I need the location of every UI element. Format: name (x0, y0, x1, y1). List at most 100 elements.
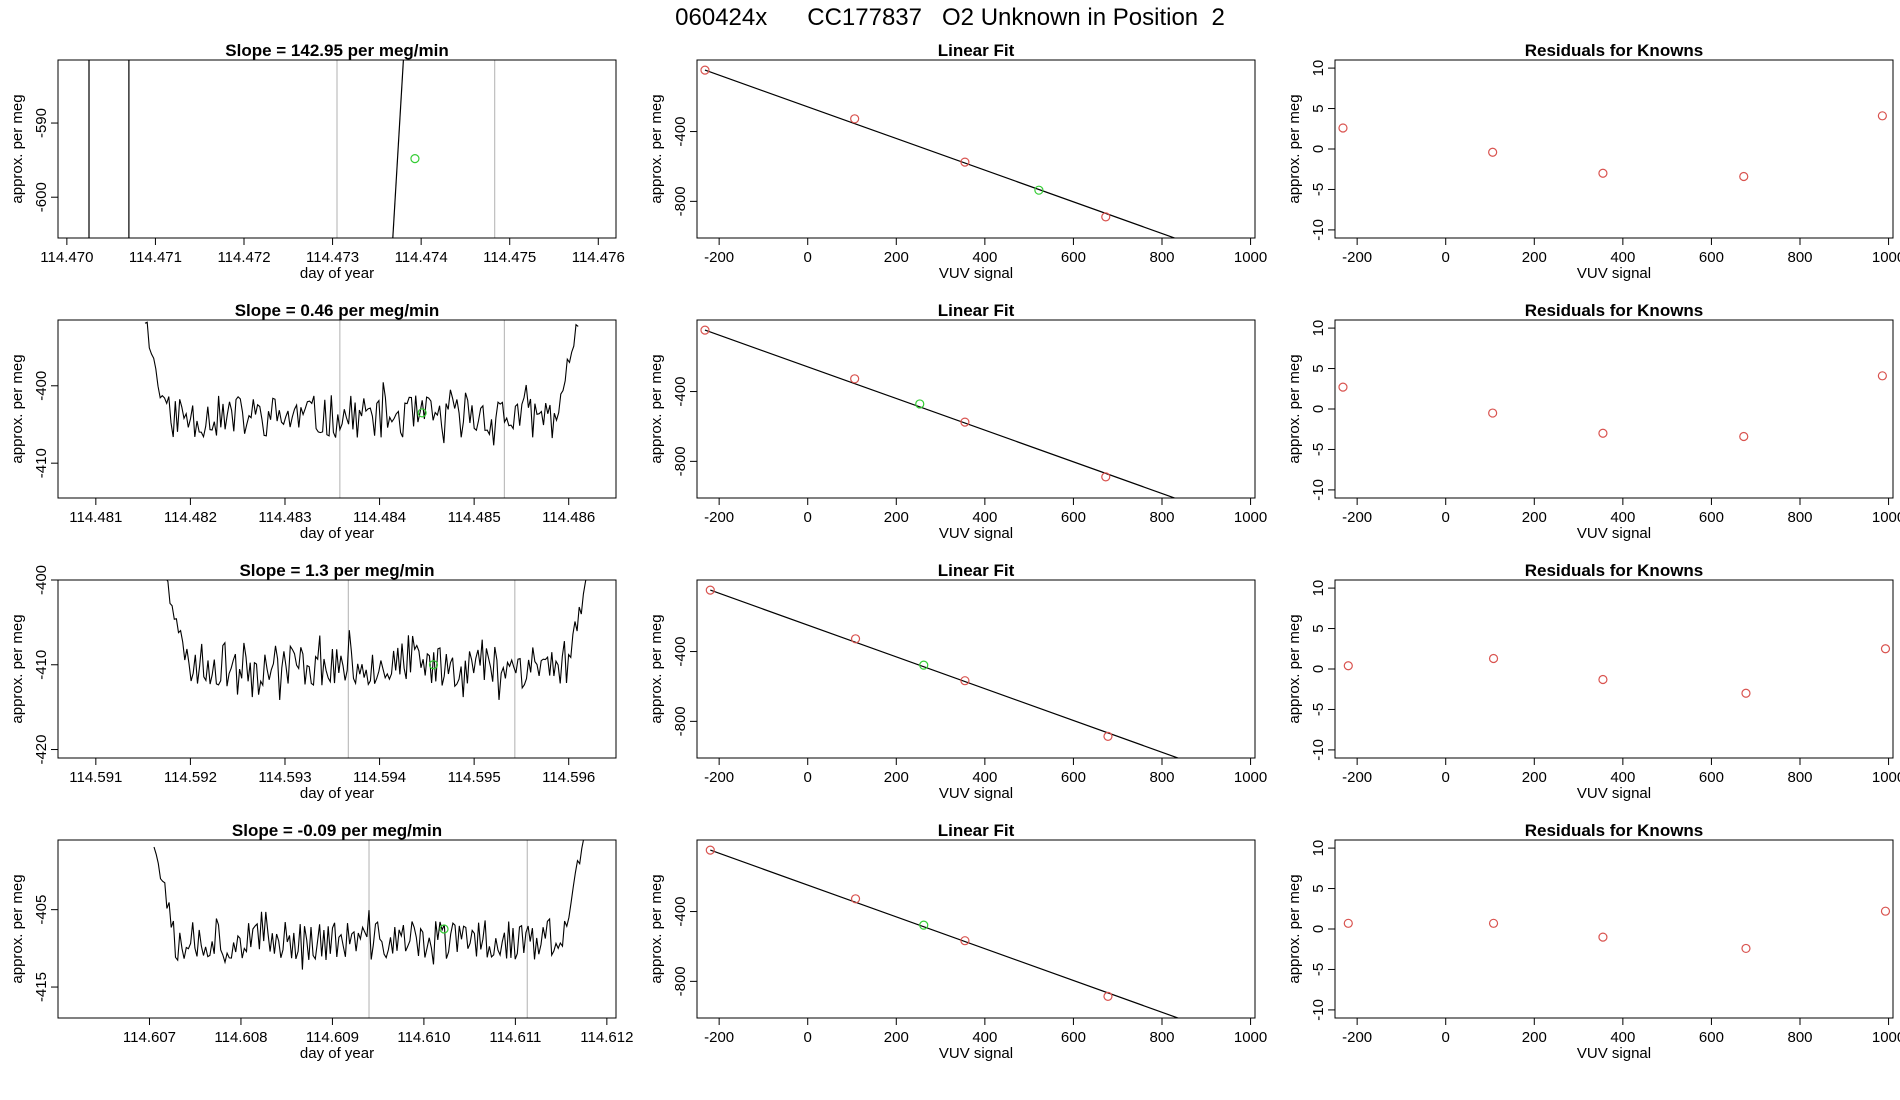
plot-area (1343, 906, 1891, 954)
x-tick-label: 1000 (1234, 509, 1267, 526)
plot-frame (57, 59, 617, 239)
plot-frame (57, 319, 617, 499)
residual-point (1598, 674, 1608, 685)
y-axis-label: approx. per meg (648, 614, 665, 723)
x-axis-label: day of year (300, 265, 374, 282)
residual-point (1741, 688, 1751, 698)
x-tick-label: 114.608 (214, 1029, 267, 1046)
x-tick-label: 200 (1522, 249, 1547, 266)
x-tick-label: 800 (1149, 509, 1174, 526)
y-tick-label: 0 (1310, 145, 1327, 153)
plot-frame (1334, 59, 1894, 239)
panel-4-3: Residuals for Knowns-200 0 200 400 600 800 100… (1286, 821, 1900, 1062)
known-point (960, 157, 970, 167)
panel-3-1: Slope = 1.3 per meg/min 114.591 114.592 114… (9, 561, 617, 802)
x-axis-label: VUV signal (1577, 785, 1651, 802)
y-tick-label: -410 (33, 448, 50, 478)
x-tick-label: 400 (972, 249, 997, 266)
x-tick-label: -200 (704, 1029, 734, 1046)
x-tick-label: 114.591 (69, 769, 122, 786)
x-axis-label: VUV signal (1577, 265, 1651, 282)
residual-point (1741, 943, 1751, 954)
residual-point (1488, 653, 1499, 664)
y-tick-label: -5 (1310, 963, 1327, 976)
y-tick-label: -800 (672, 706, 689, 736)
panel-title: Slope = 0.46 per meg/min (235, 301, 440, 320)
x-tick-label: 0 (1442, 249, 1450, 266)
x-axis-label: VUV signal (1577, 525, 1651, 542)
plot-frame (696, 319, 1256, 499)
x-tick-label: 114.483 (258, 509, 311, 526)
y-axis-label: approx. per meg (9, 874, 26, 983)
y-tick-label: -800 (672, 186, 689, 216)
y-tick-label: -400 (33, 371, 50, 401)
panel-title: Slope = 1.3 per meg/min (239, 561, 434, 580)
plot-area (153, 840, 585, 1018)
panel-2-3: Residuals for Knowns-200 0 200 400 600 800 100… (1286, 301, 1900, 542)
x-tick-label: 800 (1787, 1029, 1812, 1046)
y-tick-label: -800 (672, 966, 689, 996)
x-tick-label: 800 (1149, 1029, 1174, 1046)
x-tick-label: 0 (804, 509, 812, 526)
y-axis-label: approx. per meg (9, 614, 26, 723)
x-tick-label: 800 (1787, 509, 1812, 526)
y-tick-label: 0 (1310, 405, 1327, 413)
x-tick-label: 400 (972, 509, 997, 526)
x-tick-label: 200 (884, 769, 909, 786)
panel-title: Linear Fit (938, 41, 1015, 60)
panel-4-1: Slope = -0.09 per meg/min 114.607 114.608 1… (9, 821, 633, 1062)
y-axis-label: approx. per meg (1286, 614, 1303, 723)
unknown-point (439, 924, 449, 934)
x-tick-label: 114.482 (164, 509, 217, 526)
residual-point (1488, 147, 1498, 157)
y-axis-label: approx. per meg (1286, 354, 1303, 463)
y-tick-label: -5 (1310, 443, 1327, 456)
y-tick-label: -10 (1310, 479, 1327, 501)
y-tick-label: 0 (1310, 925, 1327, 933)
x-tick-label: 114.485 (448, 509, 501, 526)
x-tick-label: 200 (884, 509, 909, 526)
residual-point (1488, 918, 1499, 928)
residual-point (1343, 661, 1353, 671)
x-tick-label: 114.610 (397, 1029, 450, 1046)
y-tick-label: 5 (1310, 624, 1327, 632)
y-axis-label: approx. per meg (648, 354, 665, 463)
plot-area (1338, 111, 1887, 182)
x-tick-label: -200 (704, 769, 734, 786)
plot-frame (57, 839, 617, 1019)
y-tick-label: -400 (672, 897, 689, 927)
x-tick-label: 114.481 (69, 509, 122, 526)
x-tick-label: 200 (1522, 1029, 1547, 1046)
x-tick-label: 600 (1061, 1029, 1086, 1046)
x-tick-label: 1000 (1872, 509, 1900, 526)
page-title: 060424x CC177837 O2 Unknown in Position … (675, 4, 1225, 31)
y-tick-label: -400 (672, 377, 689, 407)
x-axis-label: day of year (300, 1045, 374, 1062)
y-tick-label: 0 (1310, 665, 1327, 673)
panel-1-1: Slope = 142.95 per meg/min 114.470 114.471… (9, 41, 625, 282)
y-tick-label: -10 (1310, 999, 1327, 1021)
y-tick-label: -415 (33, 972, 50, 1002)
y-tick-label: -420 (33, 735, 50, 765)
known-point (1103, 731, 1113, 741)
y-tick-label: -405 (33, 895, 50, 925)
y-tick-label: 10 (1310, 320, 1327, 337)
residual-point (1880, 644, 1891, 654)
x-tick-label: 600 (1061, 509, 1086, 526)
x-tick-label: 114.473 (306, 249, 359, 266)
trace-line (166, 580, 587, 701)
x-tick-label: -200 (1342, 509, 1372, 526)
known-point (700, 65, 710, 75)
x-tick-label: 600 (1699, 249, 1724, 266)
x-axis-label: day of year (300, 525, 374, 542)
x-tick-label: 114.475 (483, 249, 536, 266)
x-tick-label: 1000 (1234, 769, 1267, 786)
unknown-point (428, 660, 439, 670)
x-tick-label: -200 (1342, 1029, 1372, 1046)
x-tick-label: 1000 (1234, 1029, 1267, 1046)
plot-area (700, 65, 1177, 238)
trace-line (144, 321, 579, 446)
x-tick-label: 114.470 (40, 249, 93, 266)
x-tick-label: 400 (1610, 509, 1635, 526)
plot-frame (696, 59, 1256, 239)
